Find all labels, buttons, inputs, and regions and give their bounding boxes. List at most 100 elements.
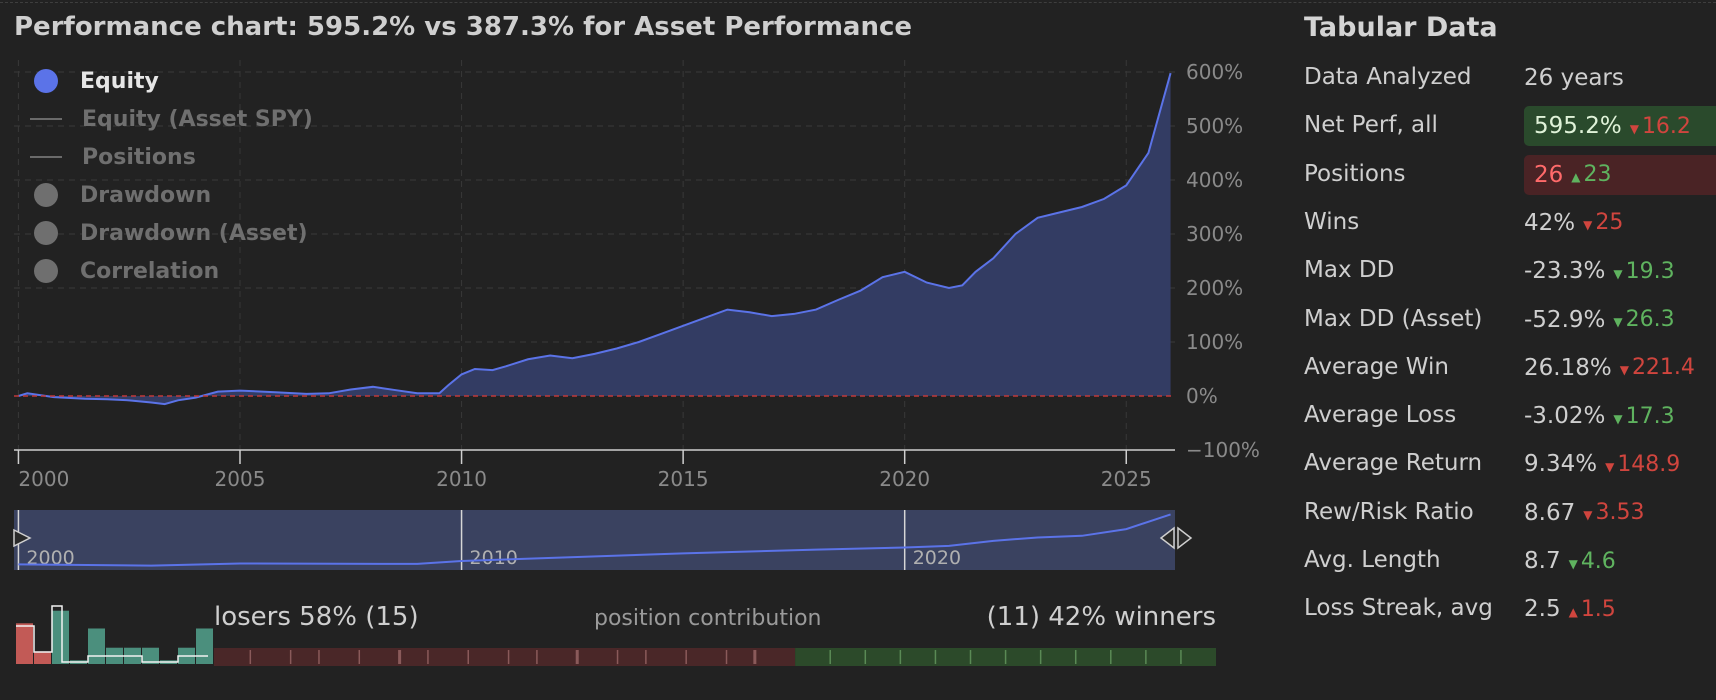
y-tick-label: −100% (1186, 438, 1260, 462)
row-value: 595.2% ▼ 16.2 (1524, 106, 1716, 147)
row-label: Average Return (1304, 450, 1483, 477)
row-value: -52.9% ▼ 26.3 (1524, 300, 1683, 340)
row-label: Positions (1304, 160, 1406, 187)
row-value-number: 42% (1524, 209, 1576, 236)
triangle-up-icon: ▲ (1568, 604, 1578, 619)
navigator-tick-label: 2020 (913, 547, 961, 569)
contribution-label: position contribution (594, 606, 822, 631)
table-row: Average Win 26.18% ▼ 221.4 (1304, 346, 1714, 390)
chart-title: Performance chart: 595.2% vs 387.3% for … (14, 12, 913, 42)
row-label: Avg. Length (1304, 547, 1441, 573)
row-label: Loss Streak, avg (1304, 595, 1493, 622)
triangle-down-icon: ▼ (1629, 121, 1639, 136)
triangle-down-icon: ▼ (1619, 363, 1629, 378)
row-value-number: 8.7 (1524, 548, 1561, 574)
row-delta-value: 3.53 (1595, 500, 1645, 526)
row-delta: ▲ 23 (1571, 162, 1611, 187)
navigator-handle-left[interactable] (13, 528, 32, 548)
row-value: 26.18% ▼ 221.4 (1524, 348, 1703, 388)
row-delta-value: 1.5 (1580, 596, 1616, 622)
row-delta: ▼ 17.3 (1613, 404, 1674, 429)
histogram-bar (52, 610, 69, 664)
navigator-line (18, 513, 1171, 567)
table-row: Average Loss -3.02% ▼ 17.3 (1304, 394, 1714, 438)
row-value: -23.3% ▼ 19.3 (1524, 251, 1683, 291)
table-row: Average Return 9.34% ▼ 148.9 (1304, 442, 1714, 486)
triangle-down-icon: ▼ (1583, 508, 1593, 523)
legend-label: Positions (82, 144, 196, 170)
legend-dot-icon (34, 69, 58, 93)
row-delta: ▼ 25 (1583, 210, 1623, 235)
table-row: Max DD -23.3% ▼ 19.3 (1304, 249, 1714, 293)
table-row: Positions 26 ▲ 23 (1304, 153, 1716, 197)
triangle-down-icon: ▼ (1583, 218, 1593, 233)
y-tick-label: 400% (1186, 168, 1243, 192)
triangle-down-icon: ▼ (1613, 411, 1623, 426)
row-label: Max DD (Asset) (1304, 305, 1483, 332)
row-value-number: 8.67 (1524, 499, 1576, 526)
table-row: Avg. Length 8.7 ▼ 4.6 (1304, 539, 1714, 583)
legend-item[interactable]: Positions (30, 138, 313, 176)
equity-area (18, 73, 1171, 405)
navigator-window (14, 510, 1175, 570)
legend-item[interactable]: Correlation (30, 252, 313, 290)
table-row: Loss Streak, avg 2.5 ▲ 1.5 (1304, 587, 1714, 631)
equity-line (18, 72, 1172, 406)
row-value-number: 26.18% (1524, 354, 1612, 381)
histogram-bar (142, 647, 159, 664)
x-tick-label: 2015 (658, 467, 709, 491)
row-delta: ▼ 4.6 (1569, 549, 1616, 574)
row-value: 26 years (1524, 58, 1632, 98)
x-tick-label: 2005 (215, 467, 266, 491)
row-delta: ▼ 16.2 (1630, 114, 1691, 139)
row-delta-value: 23 (1583, 162, 1612, 188)
legend-dot-icon (34, 183, 58, 207)
navigator-handle-right[interactable] (1159, 526, 1175, 550)
navigator-handle-right-outer[interactable] (1177, 526, 1193, 550)
row-delta-value: 25 (1595, 210, 1624, 236)
row-value-number: 2.5 (1524, 596, 1561, 623)
x-tick-label: 2020 (879, 467, 930, 491)
row-delta-value: 16.2 (1641, 113, 1691, 139)
row-delta: ▲ 1.5 (1569, 597, 1616, 622)
histogram-bar (34, 651, 51, 664)
row-value-number: 595.2% (1534, 113, 1622, 140)
y-tick-label: 300% (1186, 222, 1243, 246)
legend-item[interactable]: Drawdown (Asset) (30, 214, 313, 252)
row-label: Max DD (1304, 257, 1395, 284)
x-tick-label: 2010 (436, 467, 487, 491)
row-value-number: -3.02% (1524, 403, 1606, 430)
x-tick-label: 2025 (1101, 467, 1152, 491)
legend: Equity Equity (Asset SPY) Positions Drawdow… (30, 62, 313, 290)
losers-bar (214, 648, 796, 666)
row-value: 26 ▲ 23 (1524, 154, 1716, 195)
row-label: Average Loss (1304, 402, 1457, 429)
row-delta-value: 148.9 (1617, 451, 1681, 477)
legend-item[interactable]: Equity (Asset SPY) (30, 100, 313, 138)
row-delta: ▼ 3.53 (1583, 500, 1644, 525)
histogram-bar (88, 628, 105, 664)
row-value-number: -52.9% (1524, 306, 1606, 333)
y-tick-label: 500% (1186, 114, 1243, 138)
row-delta-value: 4.6 (1580, 548, 1616, 574)
row-delta-value: 26.3 (1625, 307, 1675, 332)
table-row: Data Analyzed 26 years (1304, 56, 1714, 100)
legend-line-icon (30, 156, 62, 158)
legend-item[interactable]: Drawdown (30, 176, 313, 214)
table-row: Rew/Risk Ratio 8.67 ▼ 3.53 (1304, 491, 1714, 535)
y-tick-label: 200% (1186, 276, 1243, 300)
row-delta: ▼ 148.9 (1605, 452, 1680, 477)
legend-dot-icon (34, 259, 58, 283)
triangle-down-icon: ▼ (1613, 315, 1623, 329)
x-tick-label: 2000 (18, 467, 69, 491)
row-label: Data Analyzed (1304, 64, 1472, 90)
histogram-bar (196, 628, 213, 664)
row-value: 9.34% ▼ 148.9 (1524, 444, 1688, 484)
row-value: 42% ▼ 25 (1524, 203, 1631, 243)
legend-item[interactable]: Equity (30, 62, 313, 100)
row-value: 2.5 ▲ 1.5 (1524, 589, 1624, 629)
navigator-tick-label: 2000 (26, 547, 74, 569)
table-row: Wins 42% ▼ 25 (1304, 201, 1714, 245)
row-label: Net Perf, all (1304, 112, 1438, 139)
